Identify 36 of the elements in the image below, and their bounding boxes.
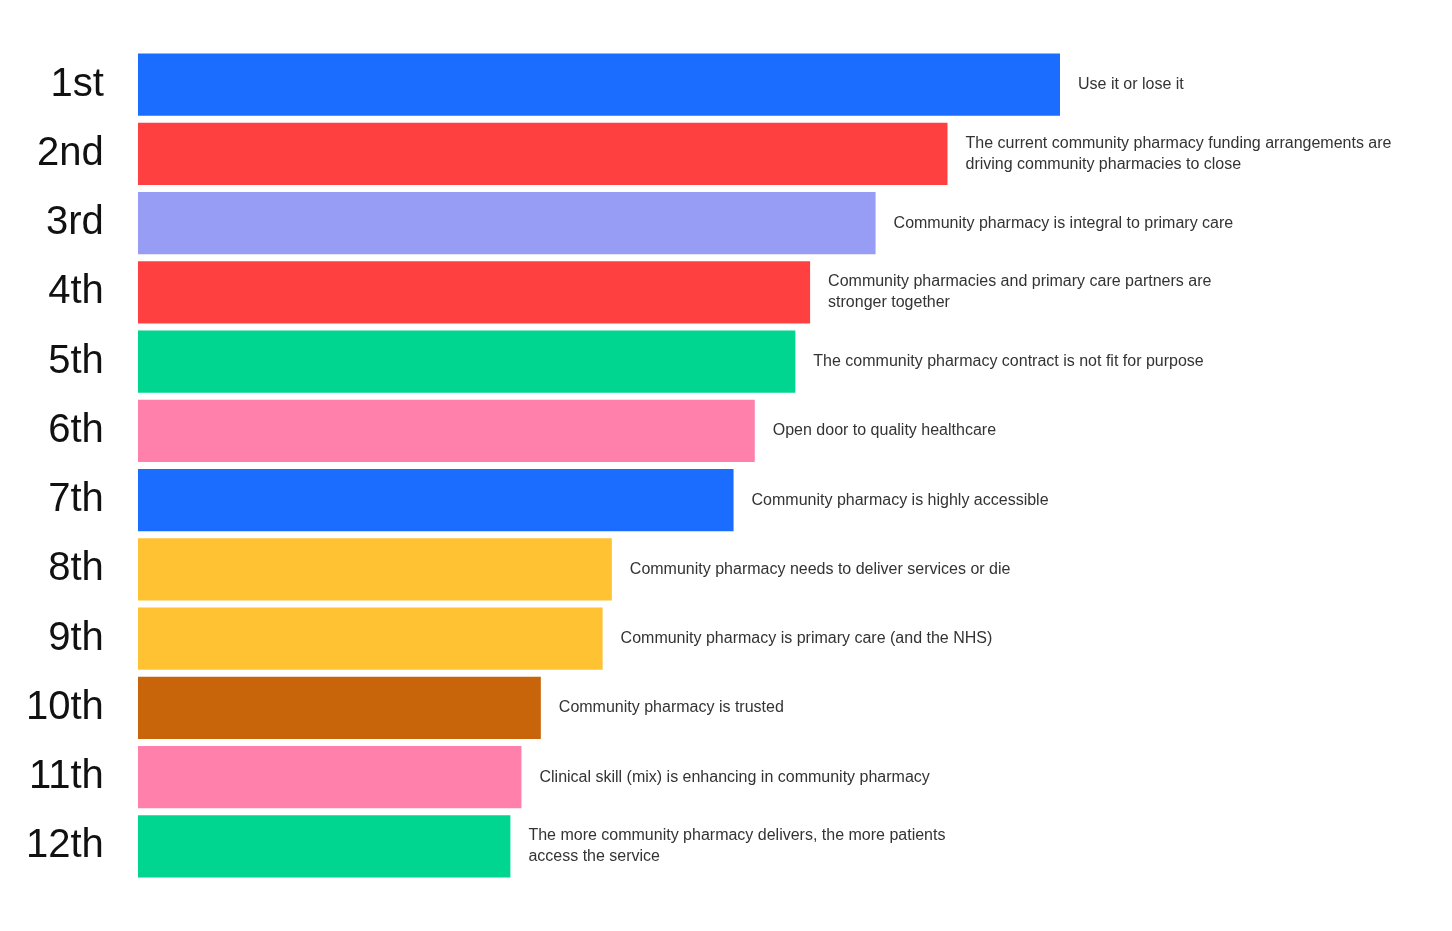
annotation: Community pharmacy is primary care (and the NHS) <box>620 629 993 647</box>
annotation: Community pharmacy needs to deliver services or die <box>629 559 1011 577</box>
annotation: Community pharmacy is integral to primary care <box>893 213 1234 231</box>
annotation: Community pharmacies and primary care partners are stronger together <box>828 272 1212 311</box>
bar <box>137 399 755 463</box>
bar <box>137 468 734 532</box>
annotation: Community pharmacy is highly accessible <box>751 490 1049 508</box>
bar <box>137 122 948 186</box>
bar <box>137 538 612 601</box>
y-tick-label: 7th <box>48 475 104 520</box>
y-tick-label: 12th <box>25 821 104 866</box>
bar <box>137 53 1060 116</box>
y-tick-label: 4th <box>48 267 104 312</box>
bar <box>137 261 811 324</box>
y-tick-label: 8th <box>48 544 104 589</box>
y-tick-label: 6th <box>48 405 104 450</box>
bar <box>137 607 603 670</box>
annotation: The more community pharmacy delivers, the more patients access the service <box>528 826 946 865</box>
y-tick-label: 5th <box>48 336 104 381</box>
y-tick-label: 10th <box>25 682 104 727</box>
y-tick-label: 2nd <box>37 128 104 173</box>
y-tick-label: 11th <box>28 752 104 797</box>
annotation: Open door to quality healthcare <box>772 421 997 439</box>
y-tick-label: 3rd <box>46 198 104 243</box>
bar <box>137 330 796 393</box>
annotation: The community pharmacy contract is not fit for purpose <box>813 352 1204 370</box>
bar <box>137 676 541 740</box>
y-tick-label: 1st <box>50 59 104 104</box>
bar <box>137 745 522 809</box>
y-tick-label: 9th <box>48 613 104 658</box>
bar <box>137 815 511 878</box>
annotation: Community pharmacy is trusted <box>558 698 784 716</box>
annotation: The current community pharmacy funding arrangements are driving community pharmacies to close <box>965 133 1392 172</box>
bar <box>137 191 876 255</box>
annotation: Clinical skill (mix) is enhancing in community pharmacy <box>539 767 930 785</box>
annotation: Use it or lose it <box>1078 75 1185 93</box>
